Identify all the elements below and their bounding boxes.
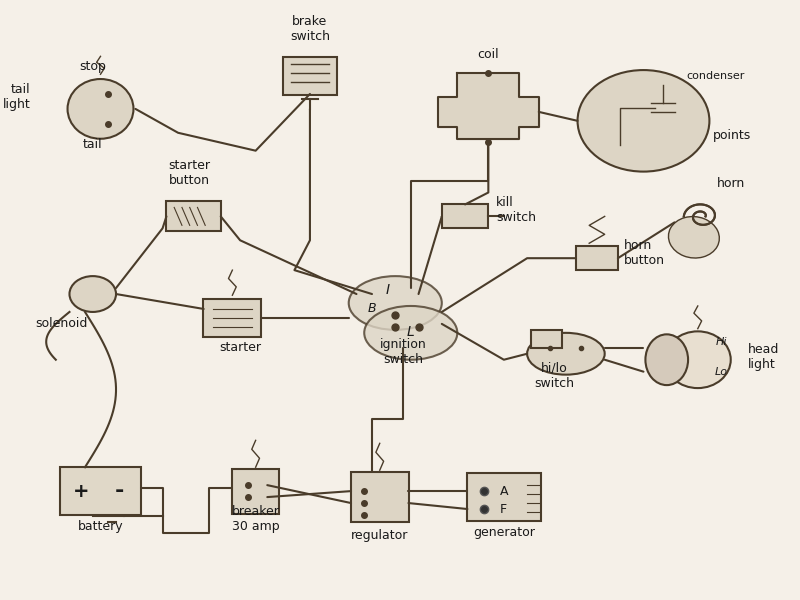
Text: I: I xyxy=(386,283,390,297)
Ellipse shape xyxy=(665,331,730,388)
Text: solenoid: solenoid xyxy=(35,317,88,330)
Text: hi/lo
switch: hi/lo switch xyxy=(534,362,574,389)
Text: breaker
30 amp: breaker 30 amp xyxy=(232,505,279,533)
Text: battery: battery xyxy=(78,520,123,533)
FancyBboxPatch shape xyxy=(576,246,618,270)
Text: kill
switch: kill switch xyxy=(496,196,536,224)
Text: tail
light: tail light xyxy=(3,83,30,111)
Ellipse shape xyxy=(349,276,442,330)
Text: A: A xyxy=(500,485,509,497)
Text: stop: stop xyxy=(79,60,106,73)
FancyBboxPatch shape xyxy=(232,469,279,514)
Text: condenser: condenser xyxy=(686,71,745,81)
FancyBboxPatch shape xyxy=(531,330,562,348)
Circle shape xyxy=(578,70,710,172)
Text: -: - xyxy=(115,481,125,501)
Ellipse shape xyxy=(669,217,719,258)
FancyBboxPatch shape xyxy=(350,472,409,523)
Text: L: L xyxy=(407,325,414,339)
Text: coil: coil xyxy=(478,48,499,61)
Text: +: + xyxy=(73,482,90,500)
Text: regulator: regulator xyxy=(351,529,409,542)
FancyBboxPatch shape xyxy=(442,205,488,229)
FancyBboxPatch shape xyxy=(282,56,337,95)
Ellipse shape xyxy=(646,334,688,385)
Text: generator: generator xyxy=(473,526,534,539)
Text: head
light: head light xyxy=(748,343,779,371)
Text: horn
button: horn button xyxy=(624,239,665,267)
Ellipse shape xyxy=(527,333,605,374)
Circle shape xyxy=(70,276,116,312)
Text: Hi: Hi xyxy=(715,337,726,347)
Text: B: B xyxy=(368,302,376,315)
Text: starter
button: starter button xyxy=(169,158,210,187)
Text: brake
switch: brake switch xyxy=(290,15,330,43)
FancyBboxPatch shape xyxy=(467,473,541,521)
Text: horn: horn xyxy=(717,176,746,190)
FancyBboxPatch shape xyxy=(60,467,142,515)
Text: starter: starter xyxy=(219,341,261,354)
Text: Lo: Lo xyxy=(714,367,727,377)
Ellipse shape xyxy=(67,79,134,139)
Text: tail: tail xyxy=(83,138,102,151)
FancyBboxPatch shape xyxy=(166,202,221,232)
Ellipse shape xyxy=(364,306,458,360)
Text: ignition
switch: ignition switch xyxy=(380,338,426,366)
Text: F: F xyxy=(500,503,507,515)
FancyBboxPatch shape xyxy=(203,299,262,337)
Polygon shape xyxy=(438,73,538,139)
Text: points: points xyxy=(714,129,751,142)
